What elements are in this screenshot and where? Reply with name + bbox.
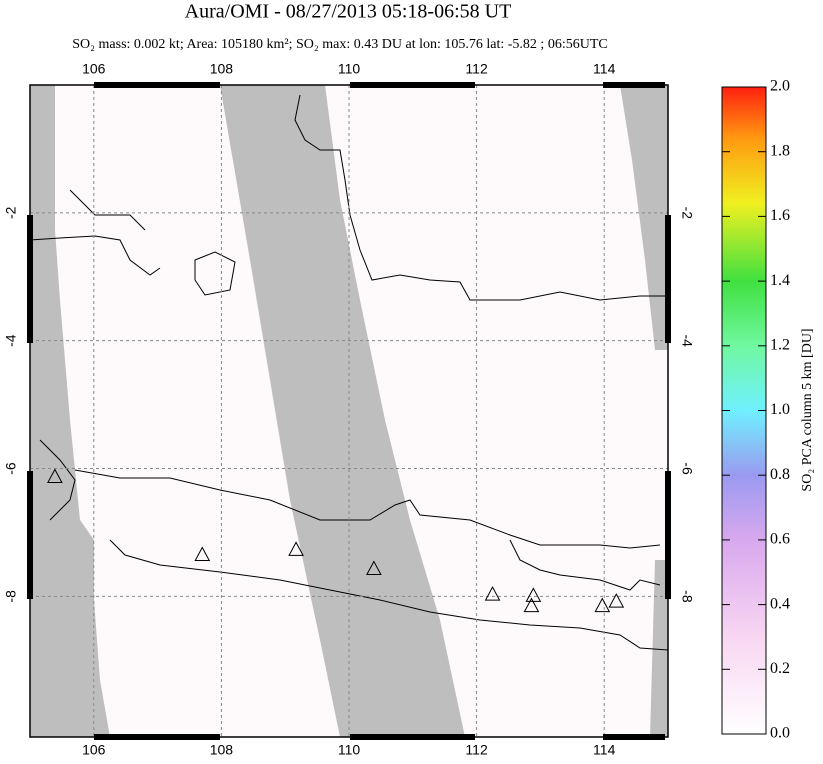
x-tick-label: 112 [465,742,488,758]
y-tick-label: -8 [679,590,695,603]
x-tick-label: 108 [210,61,234,77]
colorbar-tick-label: 1.4 [770,272,790,289]
x-tick-label: 108 [210,742,234,758]
colorbar-tick-label: 0.0 [770,725,790,742]
x-tick-label: 106 [82,742,106,758]
no-data-swath [620,85,668,350]
volcano-marker [366,560,382,576]
x-tick-label: 110 [338,742,361,758]
colorbar-tick-label: 1.6 [770,207,790,224]
volcano-marker [523,597,540,613]
no-data-swath [30,85,110,737]
colorbar-label: SO₂ PCA column 5 km [DU] [800,328,815,491]
x-tick-label: 114 [593,742,616,758]
colorbar-tick-label: 1.2 [770,336,790,353]
colorbar-tick-label: 0.6 [770,531,790,548]
chart-title: Aura/OMI - 08/27/2013 05:18-06:58 UT [185,1,512,23]
coastline [194,251,236,296]
y-tick-label: -6 [3,462,19,475]
no-data-swath [220,85,465,737]
y-tick-label: -2 [3,206,19,219]
volcano-marker [194,546,211,561]
volcano-marker [484,586,501,601]
coastline [30,94,668,301]
colorbar-tick-label: 0.2 [770,660,790,677]
colorbar-tick-label: 2.0 [770,78,790,95]
y-tick-label: -8 [3,590,19,603]
colorbar-tick-label: 0.8 [770,466,790,483]
y-tick-label: -6 [679,462,695,475]
no-data-swath [650,560,668,737]
map-area [30,85,668,737]
x-tick-label: 112 [465,61,488,77]
volcano-marker [288,541,304,556]
x-tick-label: 114 [593,61,616,77]
x-tick-label: 110 [338,61,361,77]
frame-bars [27,82,671,740]
y-tick-label: -4 [3,334,19,347]
coastline [39,439,668,651]
chart-subtitle: SO₂ mass: 0.002 kt; Area: 105180 km²; SO… [72,37,607,52]
map-frame [29,84,669,738]
x-tick-label: 106 [82,61,106,77]
volcano-marker [47,468,63,483]
y-tick-label: -2 [679,207,695,220]
colorbar-tick-label: 1.8 [770,142,790,159]
colorbar-tick-label: 1.0 [770,401,790,418]
y-tick-label: -4 [679,334,695,347]
volcano-marker [594,597,611,613]
volcano-marker [608,593,625,608]
colorbar-tick-label: 0.4 [770,595,790,612]
